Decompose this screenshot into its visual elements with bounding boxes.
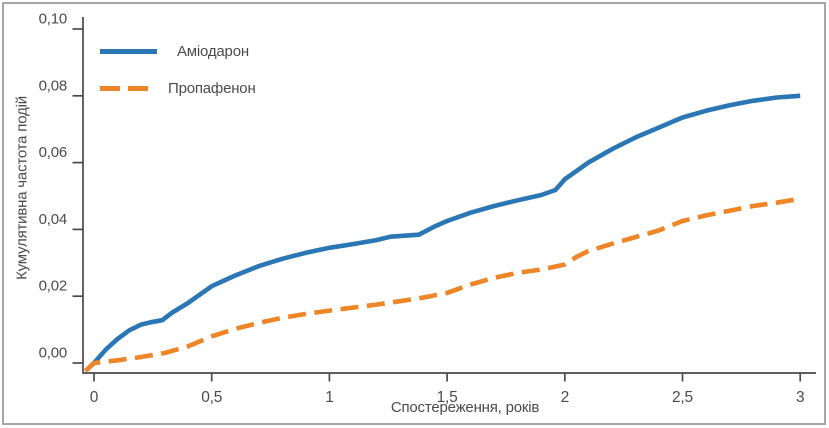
x-tick-label: 0,5 xyxy=(201,389,222,406)
propafenone-curve xyxy=(83,196,801,373)
chart-legend: Аміодарон Пропафенон xyxy=(100,40,256,114)
y-tick-label: 0,06 xyxy=(39,144,67,161)
y-tick-label: 0,02 xyxy=(39,278,67,295)
legend-item-amiodarone: Аміодарон xyxy=(100,40,256,62)
legend-item-propafenone: Пропафенон xyxy=(100,77,256,99)
x-tick-label: 2 xyxy=(561,389,569,406)
axis-spines xyxy=(82,17,816,374)
x-tick-label: 0 xyxy=(90,389,99,406)
y-tick-label: 0,04 xyxy=(39,211,67,228)
y-tick-label: 0,08 xyxy=(39,77,67,94)
x-axis-title: Спостереження, років xyxy=(390,399,540,416)
y-tick-label: 0,10 xyxy=(39,11,67,28)
legend-label-amiodarone: Аміодарон xyxy=(177,42,249,60)
legend-label-propafenone: Пропафенон xyxy=(168,79,256,97)
x-tick-label: 2,5 xyxy=(672,389,693,406)
y-tick-label: 0,00 xyxy=(39,345,67,362)
amiodarone-line-swatch xyxy=(100,48,157,54)
x-tick-label: 1 xyxy=(325,389,333,406)
x-tick-label: 3 xyxy=(796,389,804,406)
x-tick-label: 1,5 xyxy=(437,389,458,406)
y-axis-title: Кумулятивна частота подій xyxy=(13,96,31,280)
propafenone-line-swatch xyxy=(100,85,148,91)
amiodarone-curve xyxy=(83,93,801,373)
